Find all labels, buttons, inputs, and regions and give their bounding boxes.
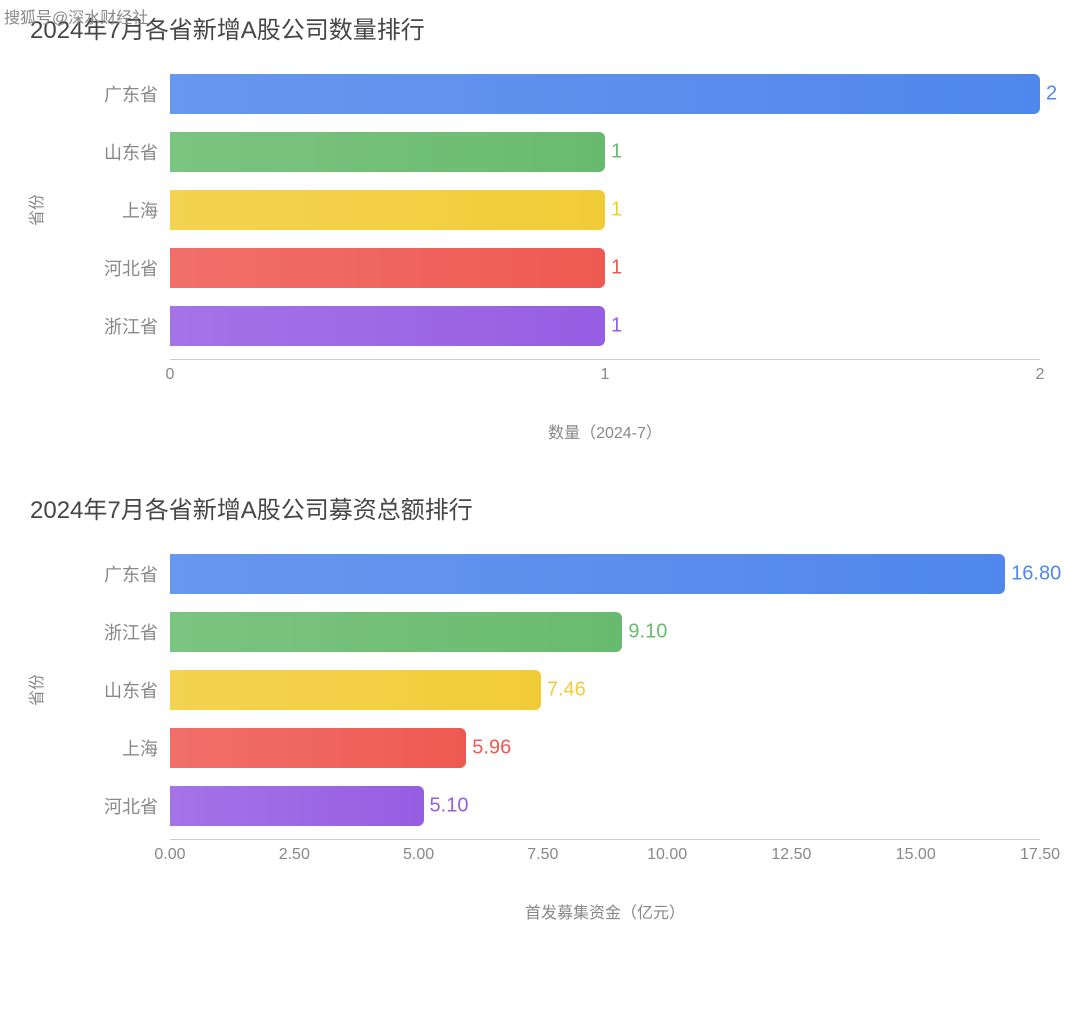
bar-category-label: 山东省	[104, 139, 170, 165]
bar-category-label: 上海	[122, 735, 170, 761]
bar: 5.96	[170, 728, 466, 768]
bar-row: 上海5.96	[170, 719, 1040, 777]
chart2-title: 2024年7月各省新增A股公司募资总额排行	[0, 490, 1080, 525]
x-tick: 5.00	[403, 846, 434, 864]
bar-row: 浙江省1	[170, 297, 1040, 355]
bar-value-label: 9.10	[622, 621, 667, 644]
bar-category-label: 河北省	[104, 255, 170, 281]
bar: 9.10	[170, 612, 622, 652]
bar: 1	[170, 132, 605, 172]
bar-row: 山东省1	[170, 123, 1040, 181]
bar-row: 浙江省9.10	[170, 603, 1040, 661]
bar-row: 河北省5.10	[170, 777, 1040, 835]
bar: 1	[170, 248, 605, 288]
bar-row: 广东省2	[170, 65, 1040, 123]
bar-row: 广东省16.80	[170, 545, 1040, 603]
bar: 7.46	[170, 670, 541, 710]
bar: 1	[170, 190, 605, 230]
x-tick: 0	[166, 366, 175, 384]
bar-value-label: 5.96	[466, 737, 511, 760]
bar-value-label: 16.80	[1005, 563, 1061, 586]
chart1-x-axis: 012 数量（2024-7）	[170, 359, 1040, 443]
bar-category-label: 山东省	[104, 677, 170, 703]
x-tick: 17.50	[1020, 846, 1060, 864]
bar: 2	[170, 74, 1040, 114]
chart2-x-axis: 0.002.505.007.5010.0012.5015.0017.50 首发募…	[170, 839, 1040, 923]
bar-row: 河北省1	[170, 239, 1040, 297]
x-tick: 2.50	[279, 846, 310, 864]
chart1-title: 2024年7月各省新增A股公司数量排行	[0, 10, 1080, 45]
bar: 1	[170, 306, 605, 346]
x-tick: 0.00	[154, 846, 185, 864]
bar-value-label: 2	[1040, 83, 1057, 106]
bar: 5.10	[170, 786, 424, 826]
chart2-y-axis-title: 省份	[23, 674, 47, 706]
chart2-plot: 广东省16.80浙江省9.10山东省7.46上海5.96河北省5.10	[170, 545, 1040, 835]
x-tick: 12.50	[771, 846, 811, 864]
bar: 16.80	[170, 554, 1005, 594]
source-watermark: 搜狐号@深水财经社	[4, 4, 148, 28]
chart1-plot: 广东省2山东省1上海1河北省1浙江省1	[170, 65, 1040, 355]
x-tick: 10.00	[647, 846, 687, 864]
bar-row: 上海1	[170, 181, 1040, 239]
bar-value-label: 1	[605, 199, 622, 222]
bar-row: 山东省7.46	[170, 661, 1040, 719]
chart-ipo-funds: 2024年7月各省新增A股公司募资总额排行 省份 广东省16.80浙江省9.10…	[0, 490, 1080, 960]
bar-value-label: 5.10	[424, 795, 469, 818]
bar-value-label: 1	[605, 141, 622, 164]
bar-category-label: 广东省	[104, 561, 170, 587]
bar-category-label: 浙江省	[104, 313, 170, 339]
x-tick: 2	[1036, 366, 1045, 384]
x-tick: 1	[601, 366, 610, 384]
chart1-x-axis-title: 数量（2024-7）	[170, 419, 1040, 443]
bar-value-label: 1	[605, 315, 622, 338]
bar-category-label: 河北省	[104, 793, 170, 819]
x-tick: 7.50	[527, 846, 558, 864]
bar-category-label: 上海	[122, 197, 170, 223]
bar-value-label: 1	[605, 257, 622, 280]
x-tick: 15.00	[896, 846, 936, 864]
bar-value-label: 7.46	[541, 679, 586, 702]
bar-category-label: 浙江省	[104, 619, 170, 645]
bar-category-label: 广东省	[104, 81, 170, 107]
chart1-y-axis-title: 省份	[23, 194, 47, 226]
chart-ipo-count: 2024年7月各省新增A股公司数量排行 省份 广东省2山东省1上海1河北省1浙江…	[0, 10, 1080, 470]
chart2-x-axis-title: 首发募集资金（亿元）	[170, 899, 1040, 923]
